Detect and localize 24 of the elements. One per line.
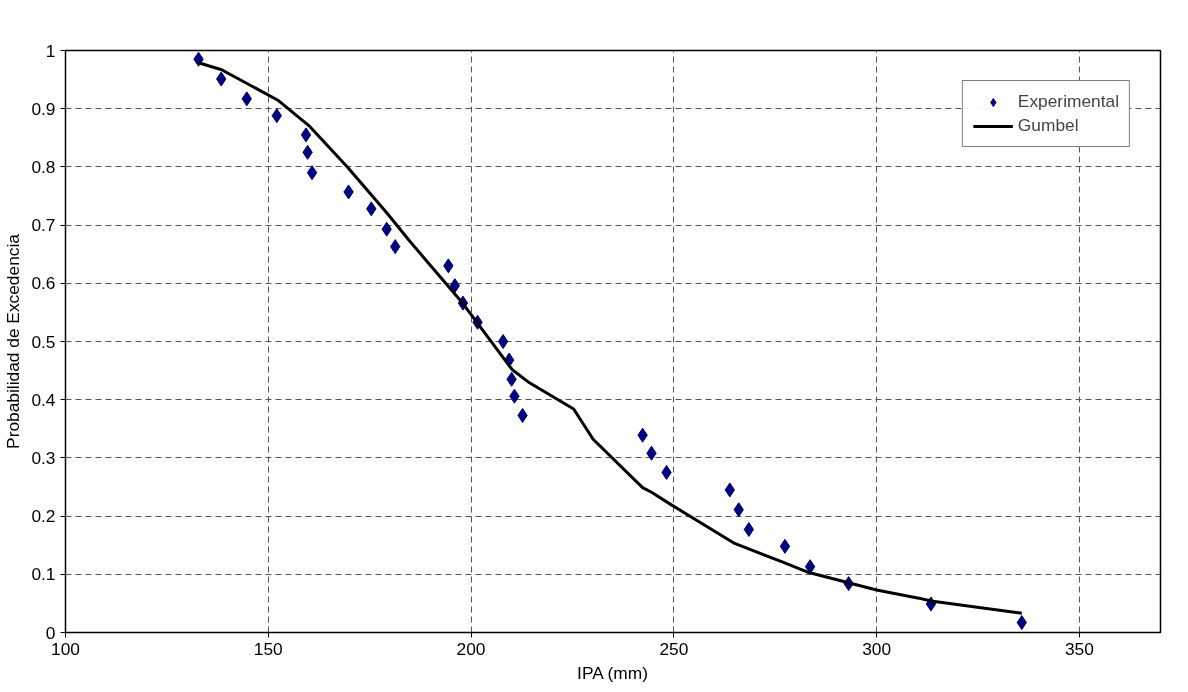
y-tick-label: 0.9 xyxy=(31,98,56,119)
x-tick-label: 300 xyxy=(862,638,892,659)
y-tick-label: 0.7 xyxy=(31,215,56,236)
x-tick-label: 200 xyxy=(456,638,486,659)
y-tick-label: 0.1 xyxy=(31,564,56,585)
y-tick-label: 0.5 xyxy=(31,331,56,352)
y-axis-title: Probabilidad de Excedencia xyxy=(3,233,24,449)
point xyxy=(497,334,509,349)
y-tick-label: 0.6 xyxy=(31,273,56,294)
point xyxy=(779,538,791,554)
x-tick-label: 250 xyxy=(659,638,689,659)
x-tick-label: 150 xyxy=(253,638,283,659)
x-axis-title: IPA (mm) xyxy=(577,662,648,683)
y-tick-label: 1 xyxy=(45,40,56,61)
y-tick-label: 0.2 xyxy=(31,506,56,527)
legend-label: Gumbel xyxy=(1017,115,1079,136)
y-tick-label: 0.3 xyxy=(31,447,56,468)
y-tick-label: 0.8 xyxy=(31,156,56,177)
legend-label: Experimental xyxy=(1017,91,1119,112)
x-tick-label: 350 xyxy=(1064,638,1094,659)
point xyxy=(300,127,312,143)
y-tick-label: 0.4 xyxy=(31,389,56,410)
point xyxy=(743,521,755,537)
point xyxy=(306,165,318,181)
